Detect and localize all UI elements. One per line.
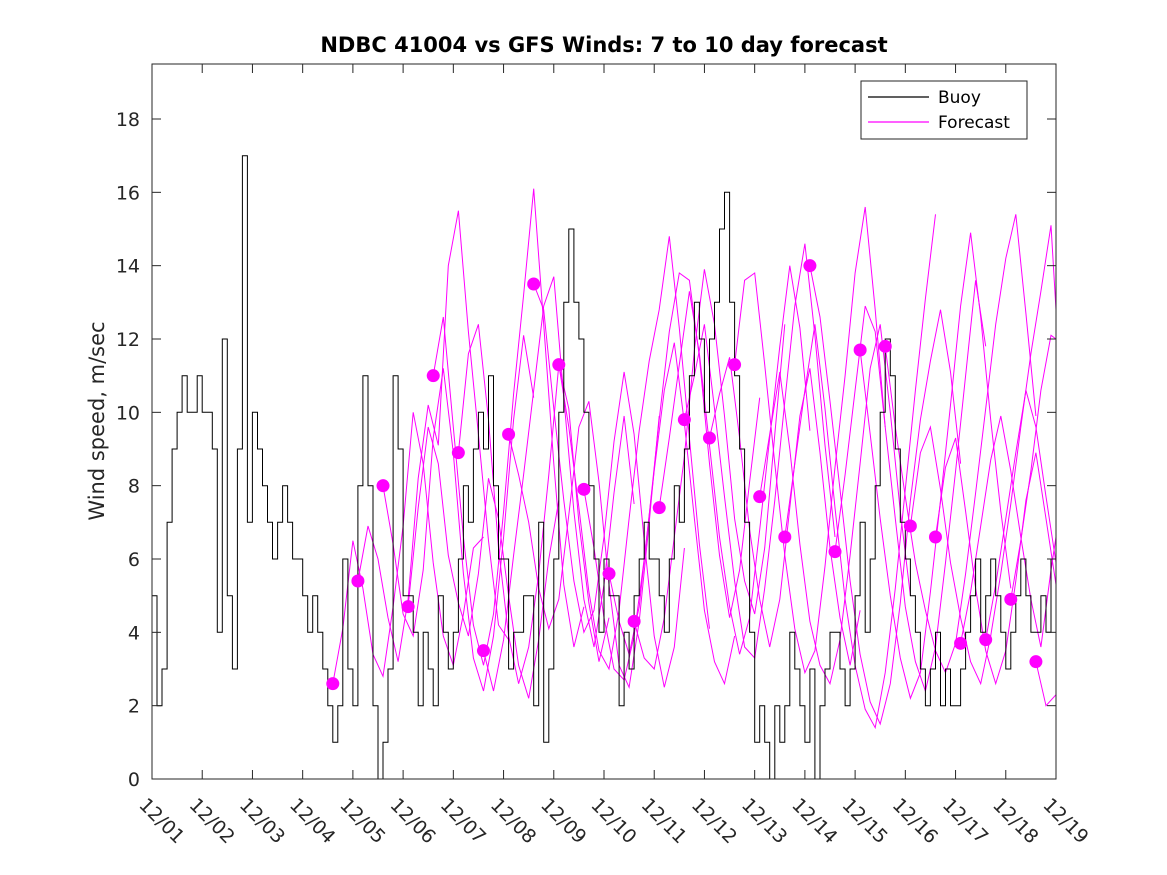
forecast-marker xyxy=(878,339,892,353)
forecast-marker xyxy=(853,343,867,357)
y-tick-label: 2 xyxy=(128,696,140,718)
legend-buoy-label: Buoy xyxy=(938,88,981,108)
forecast-marker xyxy=(476,644,490,658)
forecast-line xyxy=(382,335,535,692)
forecast-marker xyxy=(652,501,666,515)
x-tick-label: 12/04 xyxy=(285,794,339,848)
forecast-marker xyxy=(728,358,742,372)
forecast-marker xyxy=(1004,592,1018,606)
forecast-line xyxy=(558,236,710,671)
x-tick-label: 12/09 xyxy=(536,794,590,848)
y-axis-label: Wind speed, m/sec xyxy=(85,321,109,520)
x-tick-label: 12/19 xyxy=(1038,794,1092,848)
forecast-marker xyxy=(577,482,591,496)
x-tick-label: 12/13 xyxy=(737,794,791,848)
forecast-marker xyxy=(627,614,641,628)
x-tick-label: 12/18 xyxy=(988,794,1042,848)
forecast-marker xyxy=(677,413,691,427)
forecast-marker xyxy=(552,358,566,372)
y-tick-label: 18 xyxy=(116,109,140,131)
x-tick-label: 12/05 xyxy=(335,794,389,848)
legend: Buoy Forecast xyxy=(860,80,1028,140)
forecast-marker xyxy=(903,519,917,533)
forecast-markers xyxy=(326,259,1043,691)
legend-box xyxy=(860,80,1028,140)
forecast-line xyxy=(935,437,1057,686)
forecast-marker xyxy=(928,530,942,544)
forecast-line xyxy=(357,210,510,662)
forecast-line xyxy=(960,415,1057,648)
forecast-line xyxy=(633,269,786,671)
x-tick-label: 12/08 xyxy=(486,794,540,848)
forecast-line xyxy=(658,265,811,655)
forecast-line xyxy=(734,206,886,675)
forecast-marker xyxy=(702,431,716,445)
forecast-line xyxy=(859,232,1012,700)
forecast-marker xyxy=(602,567,616,581)
x-tick-label: 12/15 xyxy=(838,794,892,848)
forecast-marker xyxy=(401,600,415,614)
forecast-marker xyxy=(527,277,541,291)
forecast-marker xyxy=(502,427,516,441)
x-tick-label: 12/14 xyxy=(787,794,841,848)
x-tick-label: 12/03 xyxy=(235,794,289,848)
forecast-line xyxy=(1010,334,1057,600)
forecast-marker xyxy=(426,369,440,383)
forecast-marker xyxy=(753,490,767,504)
x-tick-label: 12/01 xyxy=(134,794,188,848)
forecast-marker xyxy=(828,545,842,559)
legend-forecast-label: Forecast xyxy=(938,113,1010,133)
y-tick-label: 0 xyxy=(128,769,140,791)
y-tick-label: 14 xyxy=(116,256,140,278)
forecast-line xyxy=(809,265,962,726)
x-tick-label: 12/07 xyxy=(436,794,490,848)
forecast-line xyxy=(985,390,1057,640)
buoy-line xyxy=(152,155,1057,780)
forecast-marker xyxy=(778,530,792,544)
forecast-marker xyxy=(803,259,817,273)
forecast-marker xyxy=(954,636,968,650)
chart-title: NDBC 41004 vs GFS Winds: 7 to 10 day for… xyxy=(320,33,887,57)
forecast-line xyxy=(1035,661,1057,707)
x-tick-label: 12/16 xyxy=(888,794,942,848)
x-tick-label: 12/06 xyxy=(386,794,440,848)
x-tick-label: 12/02 xyxy=(185,794,239,848)
forecast-marker xyxy=(351,574,365,588)
forecast-line xyxy=(583,342,736,686)
x-tick-label: 12/10 xyxy=(586,794,640,848)
y-tick-label: 12 xyxy=(116,329,140,351)
forecast-line xyxy=(909,225,1057,686)
forecast-line xyxy=(784,214,936,730)
x-tick-label: 12/17 xyxy=(938,794,992,848)
y-tick-label: 4 xyxy=(128,622,140,644)
forecast-marker xyxy=(376,479,390,493)
y-tick-label: 16 xyxy=(116,182,140,204)
x-tick-label: 12/11 xyxy=(637,794,691,848)
y-tick-label: 6 xyxy=(128,549,140,571)
forecast-marker xyxy=(979,633,993,647)
y-tick-label: 10 xyxy=(116,402,140,424)
x-tick-label: 12/12 xyxy=(687,794,741,848)
series-layer xyxy=(152,155,1057,780)
forecast-marker xyxy=(451,446,465,460)
forecast-marker xyxy=(1029,655,1043,669)
forecast-marker xyxy=(326,677,340,691)
y-tick-label: 8 xyxy=(128,476,140,498)
